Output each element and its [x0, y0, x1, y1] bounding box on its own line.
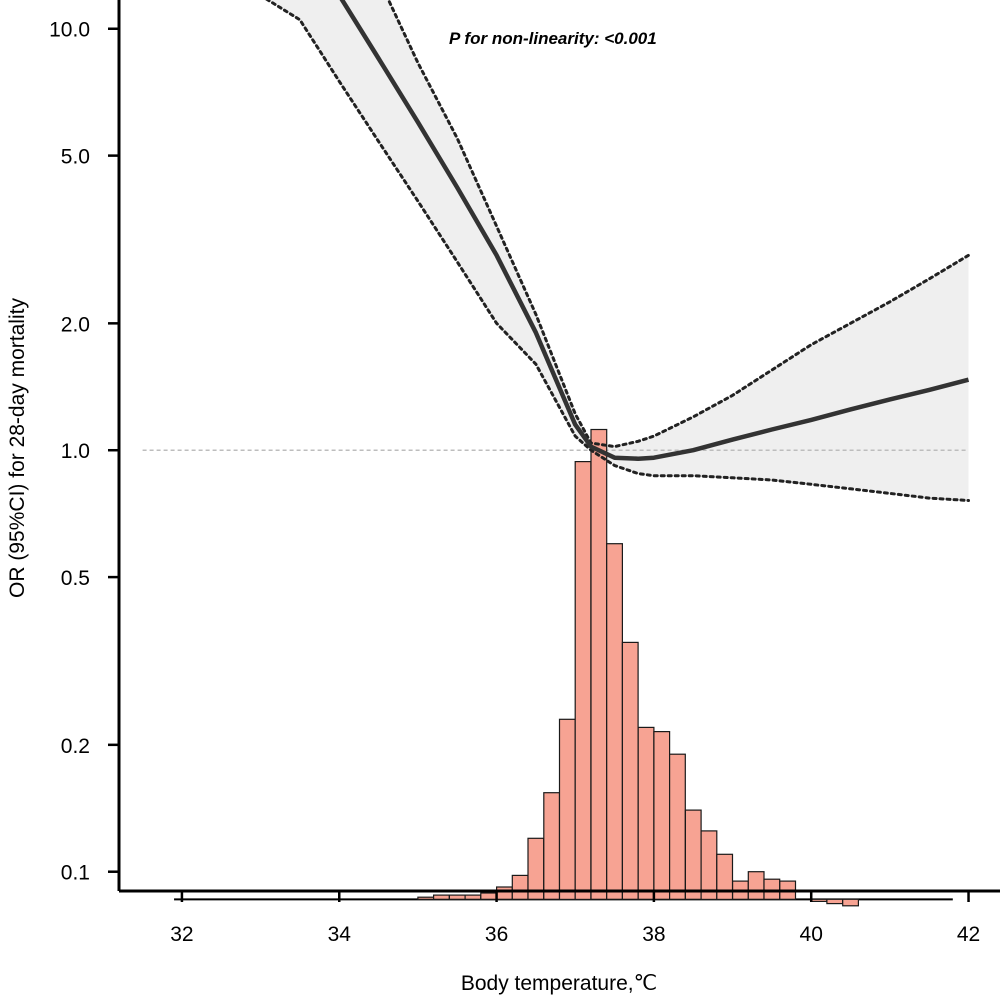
histogram-bar: [433, 894, 450, 900]
or-curve: [339, 0, 970, 461]
x-tick-label: 36: [485, 923, 508, 946]
histogram-bar: [590, 428, 608, 900]
histogram-bar: [700, 830, 718, 901]
y-tick-label: 1.0: [61, 440, 90, 463]
ci-upper-line: [386, 0, 970, 449]
histogram-bar: [417, 896, 435, 900]
histogram-bar: [448, 894, 466, 900]
histogram-bar: [747, 871, 765, 900]
histogram-bar: [558, 718, 576, 900]
histogram-bar: [653, 730, 671, 900]
histogram-bar: [763, 878, 781, 900]
y-axis-title: OR (95%CI) for 28-day mortality: [6, 298, 29, 598]
ci-lower-line: [265, 0, 970, 502]
ci-band: [268, 0, 969, 501]
histogram-bar: [511, 874, 529, 900]
histogram-bar: [810, 898, 828, 902]
x-axis-title: Body temperature,℃: [461, 972, 657, 995]
p-nonlinearity-annotation: P for non-linearity: <0.001: [449, 29, 657, 48]
ci-band-layer: [268, 0, 969, 501]
histogram-bar: [621, 641, 639, 900]
histogram-bar: [826, 898, 844, 905]
histogram-bar: [684, 809, 702, 900]
x-tick-label: 38: [642, 923, 665, 946]
y-tick-label: 10.0: [49, 19, 90, 42]
histogram-bar: [496, 886, 513, 900]
y-tick-label: 0.2: [61, 735, 90, 758]
x-tick-label: 42: [957, 923, 980, 946]
histogram-bar: [606, 543, 624, 900]
histogram-bar: [842, 898, 860, 907]
x-tick-label: 34: [328, 923, 352, 946]
histogram-bar: [464, 894, 482, 900]
histogram-bar: [574, 461, 592, 900]
y-tick-label: 0.1: [61, 862, 90, 885]
axes-layer: [117, 0, 1000, 893]
x-ticks: 32 34 36 38 40 42: [170, 891, 980, 946]
series-layer: [265, 0, 970, 502]
y-ticks: 0.1 0.2 0.5 1.0 2.0 5.0 10.0: [49, 19, 119, 885]
y-tick-label: 0.5: [61, 567, 90, 590]
histogram-bar: [716, 853, 734, 900]
x-tick-label: 40: [800, 923, 823, 946]
y-tick-label: 5.0: [61, 146, 90, 169]
histogram-bar: [668, 753, 686, 900]
y-tick-label: 2.0: [61, 313, 90, 336]
histogram-layer: [174, 428, 953, 907]
x-tick-label: 32: [170, 923, 193, 946]
histogram-bar: [637, 726, 655, 900]
histogram-bar: [480, 892, 498, 900]
histogram-bar: [543, 792, 561, 900]
